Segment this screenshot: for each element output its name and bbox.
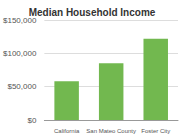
svg-text:$0: $0 <box>27 116 36 125</box>
svg-text:$100,000: $100,000 <box>3 49 37 58</box>
svg-text:Median Household Income: Median Household Income <box>29 7 156 18</box>
svg-text:California: California <box>54 128 80 134</box>
svg-text:San Mateo County: San Mateo County <box>86 128 136 134</box>
svg-text:$50,000: $50,000 <box>7 82 36 91</box>
svg-text:$150,000: $150,000 <box>3 15 37 25</box>
svg-text:Foster City: Foster City <box>141 128 170 134</box>
